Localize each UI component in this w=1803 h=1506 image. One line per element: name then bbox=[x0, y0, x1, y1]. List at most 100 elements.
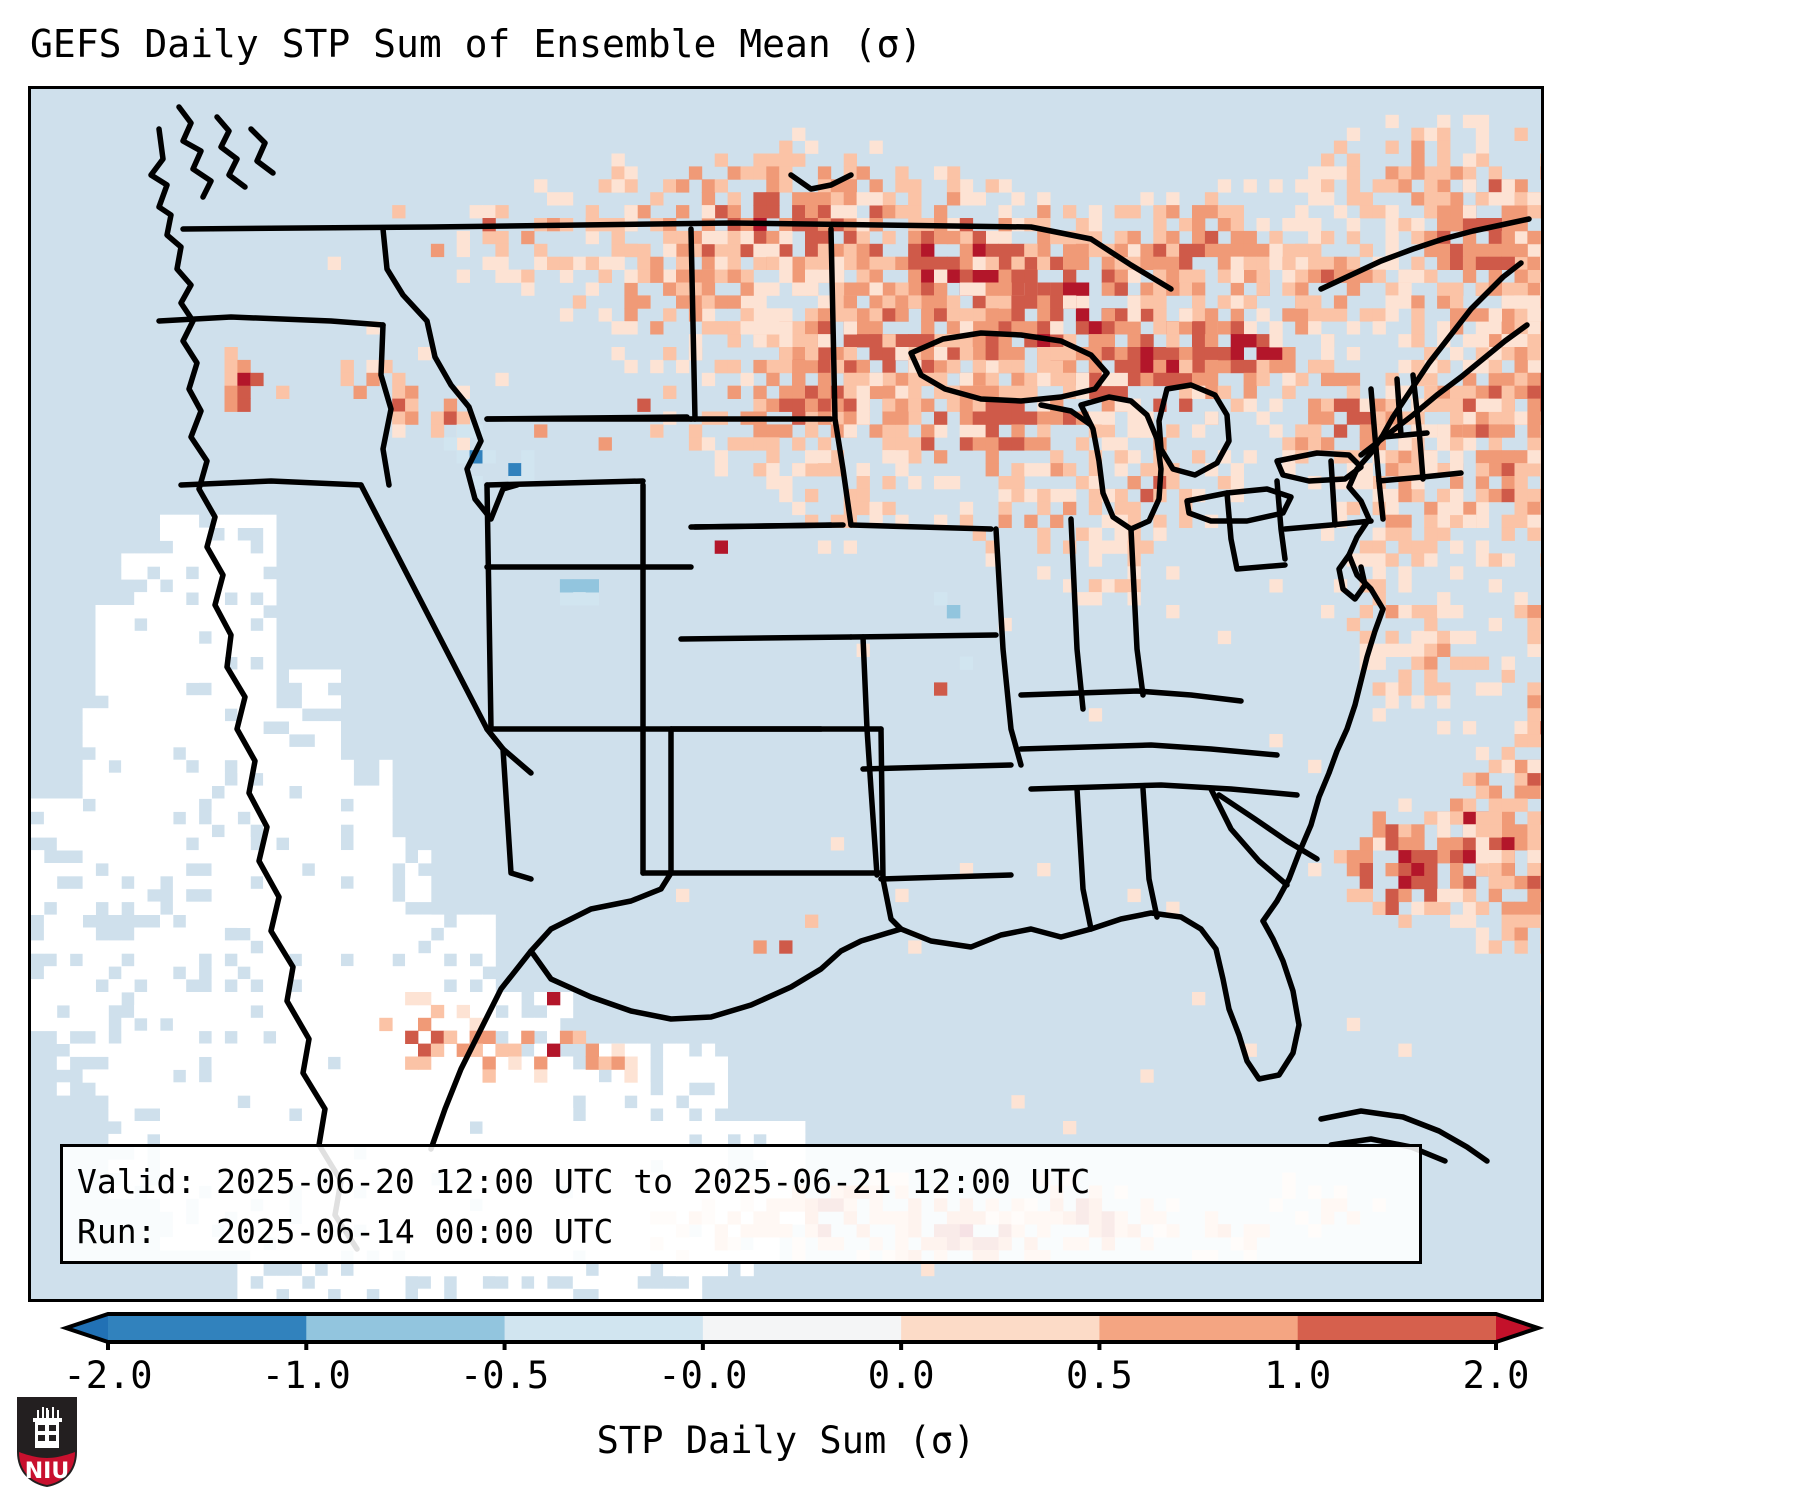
heatmap-cell bbox=[456, 243, 470, 258]
heatmap-cell bbox=[701, 192, 716, 206]
heatmap-cell bbox=[1424, 269, 1438, 283]
heatmap-cell bbox=[327, 759, 341, 774]
heatmap-cell bbox=[456, 1095, 470, 1109]
heatmap-cell bbox=[1437, 282, 1451, 296]
heatmap-cell bbox=[314, 979, 329, 993]
heatmap-cell bbox=[289, 824, 303, 838]
heatmap-cell bbox=[134, 643, 148, 657]
heatmap-cell bbox=[1540, 863, 1541, 877]
heatmap-cell bbox=[1475, 411, 1490, 425]
heatmap-cell bbox=[1475, 514, 1490, 528]
heatmap-cell bbox=[869, 269, 883, 283]
heatmap-cell bbox=[366, 1069, 380, 1083]
heatmap-cell bbox=[82, 966, 96, 980]
heatmap-cell bbox=[418, 1108, 432, 1122]
heatmap-cell bbox=[366, 1030, 380, 1044]
heatmap-cell bbox=[418, 914, 432, 928]
heatmap-cell bbox=[1037, 501, 1051, 516]
heatmap-cell bbox=[534, 1275, 548, 1290]
heatmap-cell bbox=[108, 669, 122, 683]
heatmap-cell bbox=[314, 1004, 329, 1019]
heatmap-cell bbox=[1346, 153, 1361, 167]
heatmap-cell bbox=[289, 927, 303, 941]
heatmap-cell bbox=[224, 540, 238, 554]
heatmap-cell bbox=[250, 992, 264, 1006]
heatmap-cell bbox=[366, 927, 380, 941]
heatmap-cell bbox=[869, 243, 883, 258]
heatmap-cell bbox=[1243, 179, 1257, 193]
heatmap-cell bbox=[353, 1262, 367, 1277]
heatmap-cell bbox=[289, 759, 303, 774]
heatmap-cell bbox=[237, 863, 251, 877]
heatmap-cell bbox=[379, 901, 393, 915]
heatmap-cell bbox=[856, 308, 870, 322]
heatmap-cell bbox=[289, 992, 303, 1006]
heatmap-cell bbox=[327, 1082, 341, 1096]
heatmap-cell bbox=[714, 1082, 728, 1096]
heatmap-cell bbox=[1411, 153, 1425, 167]
heatmap-cell bbox=[1179, 359, 1193, 374]
heatmap-cell bbox=[147, 927, 161, 941]
heatmap-cell bbox=[1488, 437, 1502, 451]
heatmap-cell bbox=[301, 1108, 316, 1122]
heatmap-cell bbox=[637, 1121, 651, 1135]
heatmap-cell bbox=[1295, 372, 1309, 387]
heatmap-cell bbox=[998, 282, 1012, 296]
heatmap-cell bbox=[392, 1108, 406, 1122]
heatmap-cell bbox=[456, 1108, 470, 1122]
heatmap-cell bbox=[121, 566, 135, 580]
heatmap-cell bbox=[1011, 463, 1025, 477]
heatmap-cell bbox=[185, 1121, 200, 1135]
heatmap-cell bbox=[289, 1043, 303, 1057]
heatmap-cell bbox=[998, 347, 1012, 361]
heatmap-cell bbox=[379, 824, 393, 838]
heatmap-cell bbox=[1527, 295, 1541, 309]
heatmap-cell bbox=[740, 437, 754, 451]
heatmap-cell bbox=[379, 798, 393, 812]
heatmap-cell bbox=[340, 927, 354, 941]
heatmap-cell bbox=[147, 605, 161, 619]
heatmap-cell bbox=[211, 837, 225, 851]
heatmap-cell bbox=[160, 708, 174, 722]
heatmap-cell bbox=[1514, 488, 1528, 503]
heatmap-cell bbox=[1411, 295, 1425, 309]
heatmap-cell bbox=[379, 914, 393, 928]
heatmap-cell bbox=[766, 424, 780, 438]
heatmap-cell bbox=[1475, 940, 1490, 954]
heatmap-cell bbox=[1411, 166, 1425, 180]
heatmap-cell bbox=[366, 1262, 380, 1277]
heatmap-cell bbox=[1424, 682, 1438, 696]
heatmap-cell bbox=[998, 385, 1012, 399]
heatmap-cell bbox=[353, 1121, 367, 1135]
heatmap-cell bbox=[469, 1082, 483, 1096]
heatmap-cell bbox=[314, 759, 329, 774]
heatmap-cell bbox=[856, 269, 870, 283]
heatmap-cell bbox=[611, 321, 625, 335]
heatmap-cell bbox=[1088, 527, 1103, 541]
heatmap-cell bbox=[972, 424, 986, 438]
heatmap-cell bbox=[31, 979, 45, 993]
heatmap-cell bbox=[856, 372, 870, 387]
heatmap-cell bbox=[1179, 243, 1193, 258]
heatmap-cell bbox=[147, 875, 161, 890]
heatmap-cell bbox=[1372, 566, 1386, 580]
heatmap-cell bbox=[869, 424, 883, 438]
heatmap-cell bbox=[1514, 501, 1528, 516]
heatmap-cell bbox=[1475, 476, 1490, 490]
heatmap-cell bbox=[1488, 863, 1502, 877]
heatmap-cell bbox=[1308, 321, 1322, 335]
heatmap-cell bbox=[469, 992, 483, 1006]
heatmap-cell bbox=[82, 992, 96, 1006]
heatmap-cell bbox=[211, 850, 225, 864]
heatmap-cell bbox=[121, 798, 135, 812]
heatmap-cell bbox=[108, 901, 122, 915]
heatmap-cell bbox=[766, 192, 780, 206]
heatmap-cell bbox=[1321, 153, 1335, 167]
heatmap-cell bbox=[160, 1004, 174, 1019]
heatmap-cell bbox=[972, 269, 986, 283]
heatmap-cell bbox=[1075, 218, 1090, 232]
heatmap-cell bbox=[946, 321, 961, 335]
heatmap-cell bbox=[495, 269, 509, 283]
heatmap-cell bbox=[224, 605, 238, 619]
heatmap-cell bbox=[147, 1017, 161, 1032]
